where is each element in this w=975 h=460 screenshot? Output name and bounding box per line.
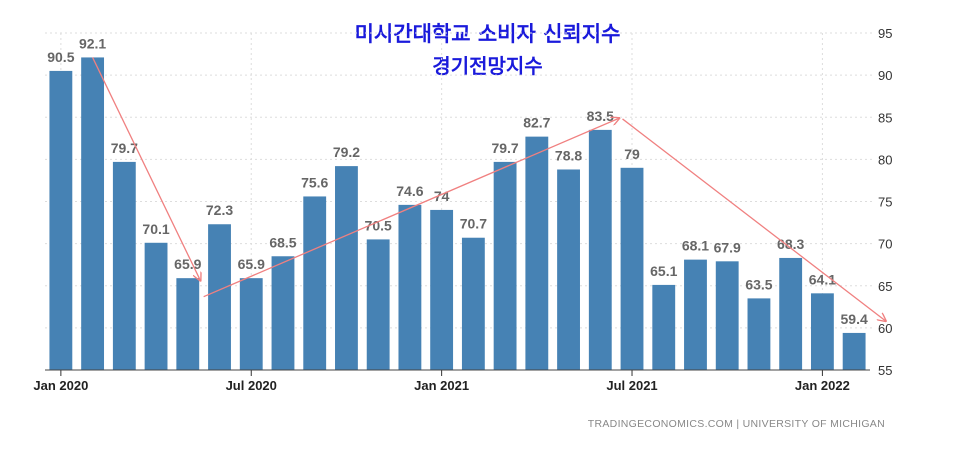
data-label: 70.1 <box>142 221 169 237</box>
y-tick-label: 90 <box>878 68 892 83</box>
data-label: 78.8 <box>555 147 582 163</box>
bar-jul-2020 <box>239 278 263 370</box>
bar-jan-2021 <box>430 209 454 370</box>
data-label: 65.9 <box>174 256 201 272</box>
data-label: 72.3 <box>206 202 233 218</box>
bar-aug-2021 <box>652 284 676 370</box>
data-label: 79.7 <box>111 140 138 156</box>
bar-nov-2020 <box>366 239 390 370</box>
data-label: 67.9 <box>714 239 741 255</box>
data-label: 83.5 <box>587 108 614 124</box>
data-label: 82.7 <box>523 115 550 131</box>
y-tick-label: 65 <box>878 279 892 294</box>
y-tick-label: 95 <box>878 26 892 41</box>
data-label: 70.5 <box>365 217 392 233</box>
bar-mar-2020 <box>112 161 136 370</box>
x-tick-label: Jan 2022 <box>795 378 850 393</box>
data-label: 68.1 <box>682 238 709 254</box>
bar-oct-2021 <box>715 261 739 370</box>
x-tick-label: Jul 2020 <box>226 378 277 393</box>
bar-nov-2021 <box>747 298 771 370</box>
bar-dec-2020 <box>398 204 422 370</box>
bar-feb-2022 <box>842 332 866 370</box>
data-label: 65.9 <box>238 256 265 272</box>
chart-title: 미시간대학교 소비자 신뢰지수 <box>354 22 621 46</box>
data-label: 90.5 <box>47 49 74 65</box>
data-label: 59.4 <box>841 311 868 327</box>
data-label: 75.6 <box>301 174 328 190</box>
data-label: 64.1 <box>809 271 836 287</box>
bar-apr-2021 <box>525 136 549 370</box>
bar-mar-2021 <box>493 161 517 370</box>
x-tick-label: Jan 2021 <box>414 378 469 393</box>
data-label: 63.5 <box>745 276 772 292</box>
bar-jul-2021 <box>620 167 644 370</box>
y-tick-label: 55 <box>878 363 892 378</box>
data-label: 92.1 <box>79 35 106 51</box>
data-label: 79 <box>624 146 640 162</box>
data-label: 79.7 <box>491 140 518 156</box>
y-tick-label: 80 <box>878 152 892 167</box>
x-tick-label: Jan 2020 <box>33 378 88 393</box>
data-label: 70.7 <box>460 216 487 232</box>
bar-may-2020 <box>176 278 200 370</box>
data-label: 68.3 <box>777 236 804 252</box>
bar-apr-2020 <box>144 242 168 370</box>
chart-subtitle: 경기전망지수 <box>432 54 543 78</box>
bar-dec-2021 <box>779 257 803 370</box>
trend-arrow-2 <box>203 118 620 298</box>
bar-feb-2021 <box>461 237 485 370</box>
x-tick-label: Jul 2021 <box>606 378 657 393</box>
bar-may-2021 <box>557 169 580 370</box>
bar-jun-2020 <box>208 224 231 370</box>
data-label: 74 <box>434 188 450 204</box>
y-tick-label: 60 <box>878 321 892 336</box>
y-tick-label: 70 <box>878 237 892 252</box>
bar-feb-2020 <box>81 57 105 371</box>
bar-jan-2020 <box>49 70 73 370</box>
bar-oct-2020 <box>335 166 358 370</box>
bar-sep-2021 <box>684 259 707 370</box>
data-label: 79.2 <box>333 144 360 160</box>
source-credit: TRADINGECONOMICS.COM | UNIVERSITY OF MIC… <box>588 418 885 430</box>
data-label: 68.5 <box>269 234 296 250</box>
y-tick-label: 75 <box>878 195 892 210</box>
bar-aug-2020 <box>271 256 295 370</box>
bar-jan-2022 <box>810 293 834 370</box>
bar-sep-2020 <box>303 196 327 370</box>
trend-arrow-1 <box>92 57 201 280</box>
data-label: 65.1 <box>650 263 677 279</box>
trend-arrow-3 <box>622 118 886 321</box>
bar-jun-2021 <box>588 129 612 370</box>
data-label: 74.6 <box>396 183 423 199</box>
y-tick-label: 85 <box>878 110 892 125</box>
